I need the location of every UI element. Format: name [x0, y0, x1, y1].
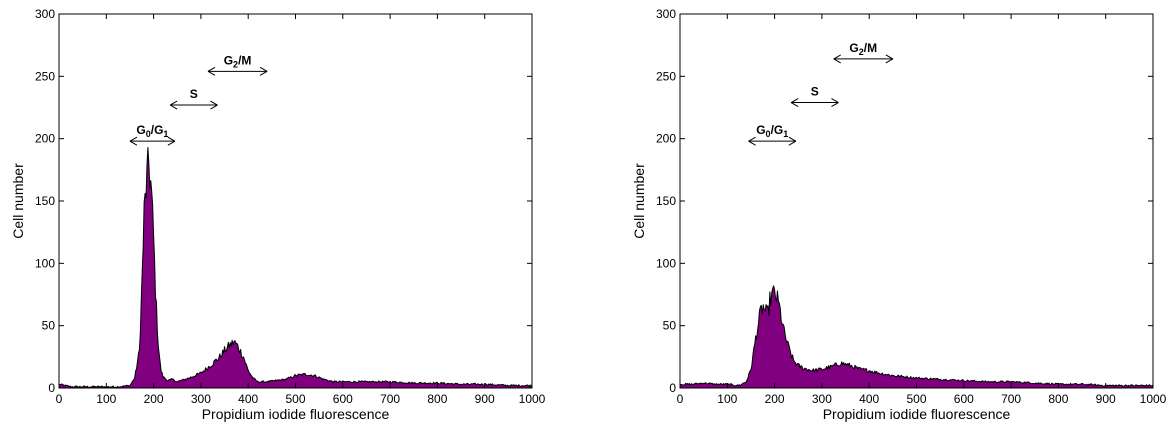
- x-tick-label: 300: [812, 392, 832, 406]
- x-tick-label: 400: [859, 392, 879, 406]
- phase-annotation: S: [169, 87, 218, 110]
- x-tick-label: 700: [1001, 392, 1021, 406]
- phase-label: S: [811, 85, 819, 99]
- phase-label-subscript: 0: [766, 129, 771, 139]
- phase-label-text: G: [849, 41, 858, 55]
- arrowhead-right: [167, 136, 176, 146]
- x-tick-label: 900: [1096, 392, 1116, 406]
- x-tick-label: 100: [717, 392, 737, 406]
- arrowhead-left: [833, 54, 841, 64]
- histogram-area: [58, 146, 533, 389]
- histogram-area: [679, 285, 1154, 389]
- y-tick-label: 50: [42, 319, 56, 333]
- arrowhead-right: [210, 100, 218, 110]
- phase-label: G2/M: [849, 41, 877, 57]
- chart-panel-2: 0 100 200 300 400 500 600 700 800 900 1000 0 50 100 15…: [631, 7, 1167, 422]
- axes-box: [58, 13, 533, 389]
- y-tick-label: 0: [48, 381, 55, 395]
- y-axis-label: Cell number: [10, 163, 26, 239]
- x-tick-label: 100: [96, 392, 116, 406]
- x-tick-label: 200: [765, 392, 785, 406]
- y-tick-label: 250: [35, 69, 55, 83]
- arrowhead-right: [831, 98, 839, 107]
- y-tick-label: 100: [35, 256, 55, 270]
- phase-label-subscript: 0: [146, 129, 151, 139]
- x-tick-label: 300: [191, 392, 211, 406]
- y-tick-label: 300: [656, 7, 676, 21]
- phase-annotation: G0/G1: [748, 123, 797, 146]
- phase-annotation: G2/M: [833, 41, 894, 64]
- phase-label: G0/G1: [756, 123, 788, 139]
- x-tick-label: 1000: [519, 392, 546, 406]
- phase-label-text: /G: [151, 123, 164, 137]
- y-tick-label: 150: [35, 194, 55, 208]
- arrowhead-right: [259, 66, 268, 76]
- y-tick-label: 50: [663, 319, 677, 333]
- y-tick-label: 0: [669, 381, 676, 395]
- arrowhead-left: [169, 100, 178, 110]
- phase-label-text: /M: [864, 41, 877, 55]
- y-tick-label: 200: [35, 132, 55, 146]
- x-tick-label: 700: [380, 392, 400, 406]
- arrowhead-right: [885, 54, 894, 64]
- arrowhead-left: [748, 136, 756, 146]
- phase-label-text: /M: [238, 53, 251, 67]
- phase-label-text: /G: [771, 123, 784, 137]
- phase-label-subscript: 2: [233, 59, 238, 69]
- y-axis-label: Cell number: [631, 163, 647, 239]
- y-tick-label: 300: [35, 7, 55, 21]
- x-axis-label: Propidium iodide fluorescence: [823, 406, 1011, 422]
- phase-label-text: G: [136, 123, 145, 137]
- x-tick-label: 500: [906, 392, 926, 406]
- arrowhead-left: [129, 136, 138, 146]
- arrowhead-left: [790, 98, 799, 107]
- x-tick-label: 0: [677, 392, 684, 406]
- phase-annotation: G2/M: [207, 53, 268, 76]
- y-tick-label: 150: [656, 194, 676, 208]
- x-tick-label: 600: [333, 392, 353, 406]
- x-tick-label: 600: [954, 392, 974, 406]
- phase-annotation: G0/G1: [129, 123, 176, 146]
- x-tick-label: 800: [427, 392, 447, 406]
- x-tick-label: 500: [285, 392, 305, 406]
- phase-label-text: S: [190, 87, 198, 101]
- x-tick-label: 0: [56, 392, 63, 406]
- phase-label: G2/M: [224, 53, 252, 69]
- phase-label: S: [190, 87, 198, 101]
- phase-label-text: S: [811, 85, 819, 99]
- y-tick-label: 250: [656, 69, 676, 83]
- arrowhead-left: [207, 66, 216, 76]
- phase-label-text: G: [224, 53, 233, 67]
- phase-label: G0/G1: [136, 123, 168, 139]
- x-tick-label: 800: [1048, 392, 1068, 406]
- phase-label-subscript: 2: [859, 47, 864, 57]
- x-tick-label: 900: [475, 392, 495, 406]
- phase-annotation: S: [790, 85, 839, 107]
- x-tick-label: 1000: [1140, 392, 1167, 406]
- phase-label-text: G: [756, 123, 765, 137]
- axes-box: [679, 13, 1154, 389]
- x-tick-label: 200: [144, 392, 164, 406]
- chart-panel-1: 0 100 200 300 400 500 600 700 800 900 1000 0 50 100 15…: [10, 7, 546, 422]
- y-tick-label: 100: [656, 256, 676, 270]
- arrowhead-right: [788, 136, 797, 146]
- phase-label-subscript: 1: [783, 129, 788, 139]
- x-axis-label: Propidium iodide fluorescence: [202, 406, 390, 422]
- x-tick-label: 400: [238, 392, 258, 406]
- y-tick-label: 200: [656, 132, 676, 146]
- phase-label-subscript: 1: [163, 129, 168, 139]
